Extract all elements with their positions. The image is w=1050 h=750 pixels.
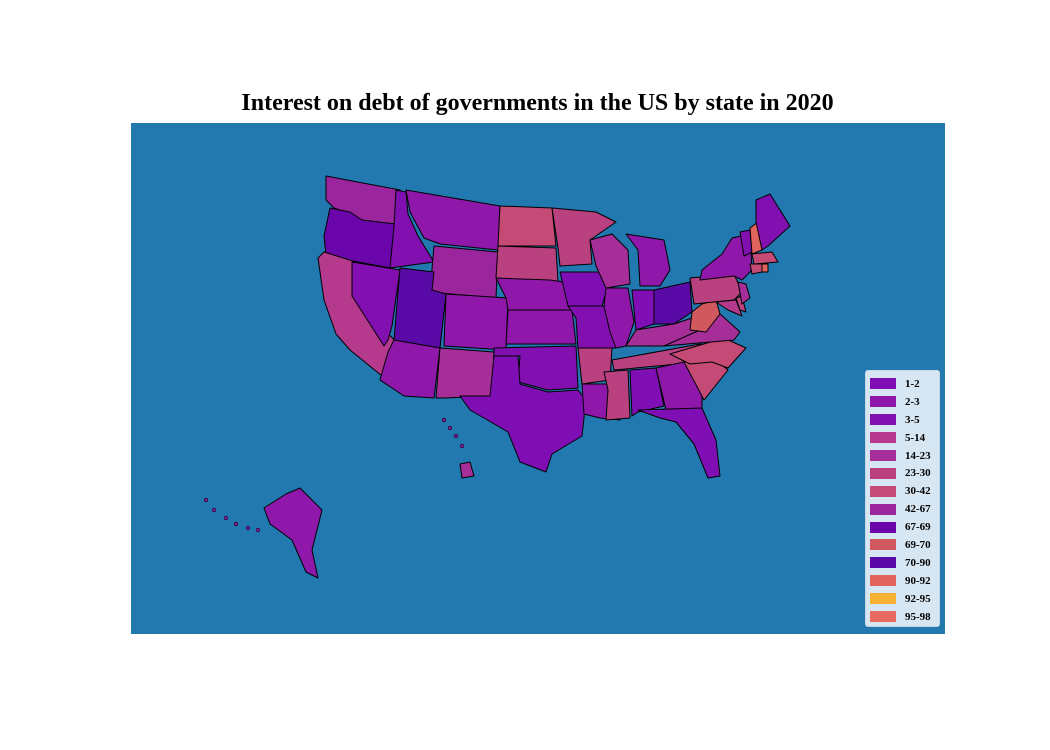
legend-item: 69-70 bbox=[866, 536, 939, 554]
legend-item: 1-2 bbox=[866, 375, 939, 393]
island-0 bbox=[441, 417, 447, 423]
legend-swatch bbox=[870, 557, 896, 569]
legend-label: 92-95 bbox=[905, 592, 931, 605]
legend-swatch bbox=[870, 396, 896, 408]
state-mississippi bbox=[603, 369, 631, 421]
island-7 bbox=[233, 521, 239, 527]
state-north-dakota bbox=[497, 205, 557, 247]
state-minnesota bbox=[551, 207, 617, 267]
legend-label: 69-70 bbox=[905, 538, 931, 551]
legend-swatch bbox=[870, 450, 896, 461]
state-wyoming bbox=[429, 245, 499, 299]
legend-swatch bbox=[870, 414, 896, 426]
legend-item: 5-14 bbox=[866, 429, 939, 447]
state-connecticut bbox=[749, 263, 763, 275]
legend-swatch bbox=[870, 575, 896, 587]
legend-swatch bbox=[870, 611, 896, 623]
legend-label: 23-30 bbox=[905, 467, 931, 480]
island-4 bbox=[203, 497, 209, 503]
island-3 bbox=[459, 443, 465, 449]
state-illinois bbox=[603, 287, 635, 349]
state-massachusetts bbox=[751, 251, 779, 265]
legend-label: 42-67 bbox=[905, 503, 931, 516]
state-new-mexico bbox=[435, 347, 495, 399]
state-delaware bbox=[735, 295, 747, 313]
legend-item: 90-92 bbox=[866, 572, 939, 590]
legend-label: 3-5 bbox=[905, 413, 920, 426]
state-rhode-island bbox=[761, 263, 769, 273]
us-states-layer bbox=[203, 175, 791, 579]
island-2 bbox=[453, 433, 459, 439]
map-title: Interest on debt of governments in the U… bbox=[241, 90, 834, 116]
state-nebraska bbox=[495, 277, 573, 311]
legend-swatch bbox=[870, 593, 896, 605]
legend-item: 92-95 bbox=[866, 590, 939, 608]
legend-label: 30-42 bbox=[905, 485, 931, 498]
map-panel bbox=[131, 123, 945, 634]
state-wisconsin bbox=[589, 233, 631, 289]
state-south-dakota bbox=[495, 245, 559, 283]
legend-label: 5-14 bbox=[905, 431, 926, 444]
state-hawaii-big-island bbox=[459, 461, 475, 479]
state-maine bbox=[755, 193, 791, 251]
legend-swatch bbox=[870, 539, 896, 551]
state-ohio bbox=[653, 281, 693, 325]
legend-swatch bbox=[870, 432, 896, 444]
island-9 bbox=[255, 527, 261, 533]
state-texas bbox=[459, 355, 587, 473]
state-florida bbox=[637, 407, 721, 479]
island-1 bbox=[447, 425, 453, 431]
state-maryland bbox=[715, 299, 743, 317]
legend-item: 30-42 bbox=[866, 482, 939, 500]
legend-label: 14-23 bbox=[905, 449, 931, 462]
legend-item: 70-90 bbox=[866, 554, 939, 572]
legend-label: 70-90 bbox=[905, 556, 931, 569]
legend-item: 95-98 bbox=[866, 608, 939, 626]
legend-swatch bbox=[870, 503, 896, 515]
state-colorado bbox=[443, 293, 509, 351]
state-alabama bbox=[629, 367, 665, 417]
state-idaho bbox=[389, 189, 435, 269]
island-5 bbox=[211, 507, 217, 513]
legend-swatch bbox=[870, 467, 896, 479]
legend-item: 67-69 bbox=[866, 518, 939, 536]
legend-label: 67-69 bbox=[905, 521, 931, 534]
legend-label: 1-2 bbox=[905, 377, 920, 390]
legend-item: 2-3 bbox=[866, 393, 939, 411]
legend-swatch bbox=[870, 521, 896, 533]
state-indiana bbox=[631, 289, 655, 331]
legend-swatch bbox=[870, 485, 896, 497]
state-new-jersey bbox=[737, 281, 751, 305]
legend-item: 3-5 bbox=[866, 411, 939, 429]
legend-label: 2-3 bbox=[905, 395, 920, 408]
legend: 1-2 2-3 3-5 5-14 14-23 23-30 30-42 42-67 67-69 69… bbox=[865, 370, 940, 627]
state-west-virginia bbox=[689, 299, 721, 333]
state-alaska bbox=[263, 487, 323, 579]
legend-swatch bbox=[870, 378, 896, 390]
legend-item: 14-23 bbox=[866, 447, 939, 465]
state-kansas bbox=[505, 309, 577, 345]
legend-label: 90-92 bbox=[905, 574, 931, 587]
legend-label: 95-98 bbox=[905, 610, 931, 623]
choropleth-map bbox=[131, 123, 945, 634]
legend-item: 42-67 bbox=[866, 500, 939, 518]
island-8 bbox=[245, 525, 251, 531]
state-michigan bbox=[625, 233, 671, 287]
island-6 bbox=[223, 515, 229, 521]
legend-item: 23-30 bbox=[866, 464, 939, 482]
